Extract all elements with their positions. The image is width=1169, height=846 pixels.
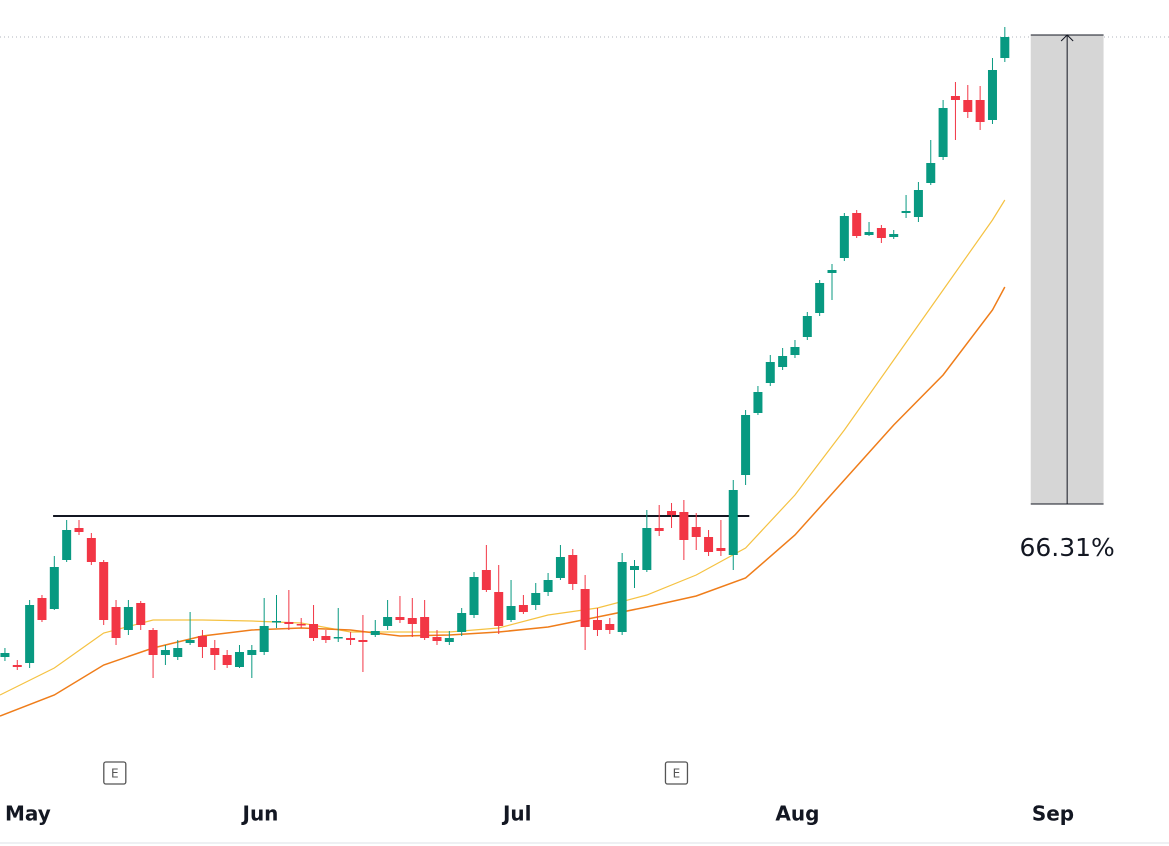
candle-body	[938, 108, 948, 157]
candle-body	[494, 592, 504, 626]
candle-body	[284, 622, 294, 624]
candle-body	[531, 593, 541, 605]
candle-body	[778, 356, 788, 367]
candle-body	[123, 607, 133, 630]
candle-body	[987, 70, 997, 120]
candle-body	[37, 598, 47, 620]
candle-body	[148, 630, 158, 655]
candle-body	[383, 617, 393, 626]
candle-body	[420, 617, 430, 638]
candle-body	[309, 624, 319, 638]
candle-body	[555, 557, 565, 578]
candle-body	[592, 620, 602, 630]
candle-body	[679, 512, 689, 540]
candle-body	[234, 652, 244, 667]
candle-body	[506, 606, 516, 620]
candle-body	[444, 638, 454, 642]
candle-body	[667, 511, 677, 515]
candle-body	[296, 624, 306, 626]
candle-body	[210, 648, 220, 655]
x-tick-label: Aug	[775, 802, 819, 826]
candle-body	[654, 528, 664, 531]
candle-body	[272, 621, 282, 623]
candle-body	[543, 580, 553, 592]
candle-body	[457, 613, 467, 632]
candle-body	[568, 555, 578, 584]
candle-body	[864, 232, 874, 235]
candle-body	[173, 648, 183, 657]
candle-body	[691, 527, 701, 537]
candle-body	[185, 640, 195, 643]
candle-body	[852, 213, 862, 236]
candle-body	[815, 283, 825, 313]
earnings-marker	[664, 761, 689, 785]
measure-label: 66.31%	[1019, 533, 1114, 562]
candle-body	[950, 96, 960, 100]
candle-body	[358, 640, 368, 642]
candle-body	[518, 605, 528, 612]
candle-body	[642, 528, 652, 570]
candle-body	[160, 650, 170, 655]
candle-body	[86, 538, 96, 562]
candle-body	[346, 638, 356, 640]
x-tick-label: Sep	[1032, 802, 1074, 826]
candle-body	[136, 603, 146, 625]
candle-body	[605, 624, 615, 630]
candle-body	[741, 415, 751, 475]
candle-body	[963, 100, 973, 112]
candle-body	[889, 234, 899, 237]
candle-body	[197, 636, 207, 647]
candle-body	[790, 347, 800, 355]
candle-body	[728, 490, 738, 555]
candle-body	[395, 617, 405, 620]
candle-body	[765, 362, 775, 383]
candle-body	[802, 316, 812, 337]
x-tick-label: May	[5, 802, 51, 826]
candle-body	[432, 637, 442, 641]
candle-body	[913, 190, 923, 217]
moving-average	[0, 199, 1006, 696]
candle-body	[975, 100, 985, 122]
candle-body	[716, 548, 726, 551]
candle-body	[259, 626, 269, 652]
candle-body	[901, 211, 911, 213]
candle-body	[321, 636, 331, 640]
candle-body	[926, 163, 936, 183]
candle-body	[99, 562, 109, 620]
candle-body	[481, 570, 491, 590]
candle-body	[839, 216, 849, 258]
candle-body	[580, 589, 590, 627]
candle-body	[876, 228, 886, 238]
x-tick-label: Jun	[241, 802, 279, 826]
candle-body	[469, 577, 479, 615]
candle-body	[370, 631, 380, 635]
candle-body	[49, 567, 59, 609]
earnings-label: E	[111, 767, 119, 781]
candle-body	[1000, 37, 1010, 58]
candle-body	[704, 537, 714, 552]
candle-body	[333, 637, 343, 639]
candle-body	[25, 605, 35, 663]
candle-body	[827, 270, 837, 273]
x-tick-label: Jul	[501, 802, 532, 826]
candle-body	[247, 650, 257, 655]
candle-body	[74, 528, 84, 532]
measure-arrowhead	[1060, 34, 1074, 42]
candle-body	[222, 655, 232, 665]
candle-body	[407, 618, 417, 624]
candle-body	[111, 607, 121, 638]
candle-body	[0, 653, 10, 657]
earnings-marker	[103, 761, 127, 785]
candle-body	[62, 530, 72, 560]
candle-body	[629, 566, 639, 570]
candle-body	[617, 562, 627, 632]
candle-body	[753, 392, 763, 413]
earnings-label: E	[673, 767, 681, 781]
candle-body	[12, 665, 22, 667]
